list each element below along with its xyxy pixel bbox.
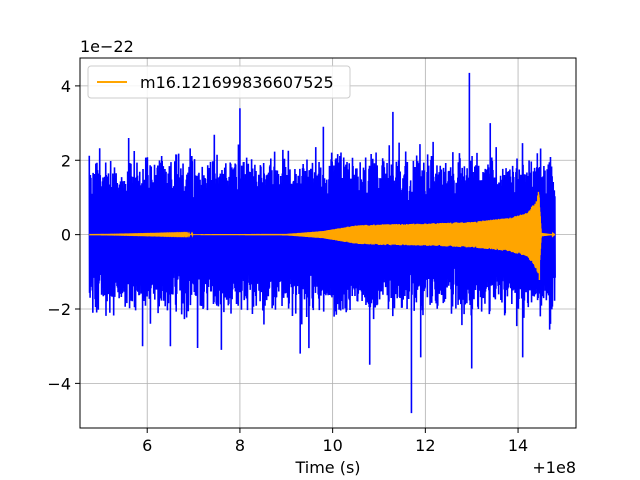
x-axis-offset-label: +1e8 bbox=[532, 458, 576, 477]
plot-area bbox=[88, 72, 556, 414]
y-tick-label: −2 bbox=[47, 300, 71, 319]
y-tick-label: 0 bbox=[61, 226, 71, 245]
legend-box bbox=[87, 65, 351, 99]
x-tick-label: 8 bbox=[235, 436, 245, 455]
legend-entry-label: m16.121699836607525 bbox=[140, 73, 334, 92]
x-tick-label: 12 bbox=[415, 436, 435, 455]
y-axis: −4 −2 0 2 4 bbox=[47, 77, 80, 393]
y-tick-label: 2 bbox=[61, 151, 71, 170]
y-tick-label: 4 bbox=[61, 77, 71, 96]
plot-frame bbox=[79, 57, 577, 429]
y-tick-label: −4 bbox=[47, 374, 71, 393]
x-axis-label: Time (s) bbox=[294, 458, 360, 477]
series-m16-line bbox=[89, 191, 556, 280]
x-tick-label: 6 bbox=[142, 436, 152, 455]
legend: m16.121699836607525 bbox=[87, 65, 351, 99]
x-tick-label: 10 bbox=[322, 436, 342, 455]
x-axis: 6 8 10 12 14 bbox=[142, 428, 528, 455]
series-noise-line bbox=[88, 72, 556, 414]
y-axis-scale-label: 1e−22 bbox=[80, 37, 134, 56]
x-tick-label: 14 bbox=[508, 436, 528, 455]
